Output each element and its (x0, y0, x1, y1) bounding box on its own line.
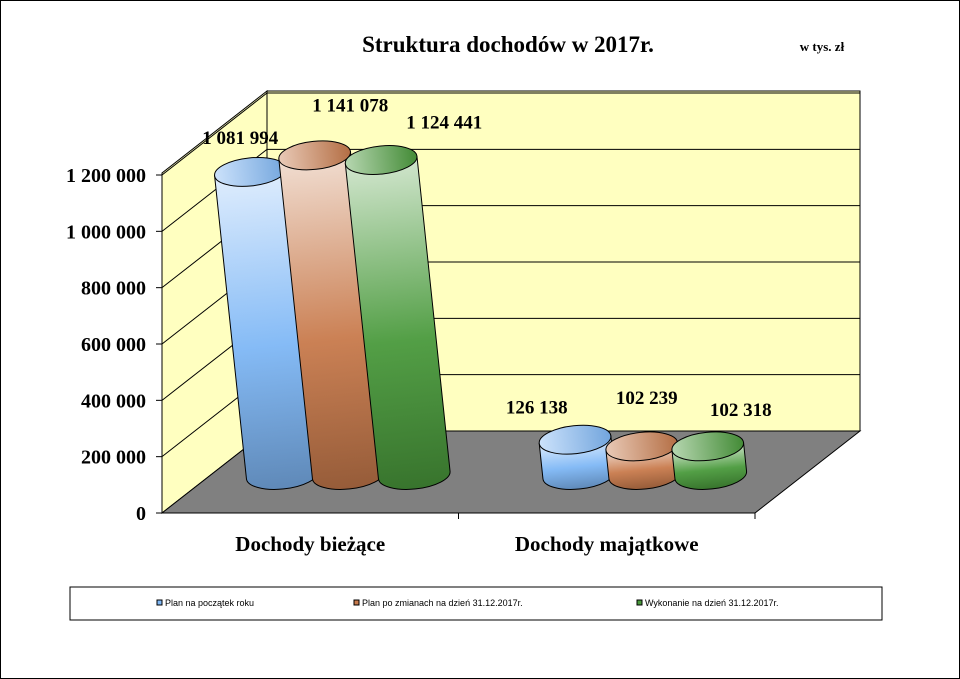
y-tick-label: 600 000 (81, 334, 146, 356)
y-tick-label: 1 000 000 (66, 221, 146, 243)
y-tick-label: 0 (136, 503, 146, 525)
legend-label: Plan po zmianach na dzień 31.12.2017r. (362, 598, 523, 608)
grid-line (161, 148, 860, 232)
cylinder-top (538, 424, 612, 455)
legend-box (69, 586, 883, 621)
y-axis: 0 200 000 400 000 600 000 800 000 1 000 000 1 … (66, 165, 163, 525)
data-label: 126 138 (506, 397, 568, 418)
x-category-label: Dochody bieżące (235, 532, 385, 556)
y-tick-label: 1 200 000 (66, 165, 146, 187)
legend-item: Wykonanie na dzień 31.12.2017r. (636, 598, 779, 608)
cylinder-top (671, 431, 745, 462)
x-category-label: Dochody majątkowe (515, 532, 699, 556)
cylinder-top (344, 145, 418, 175)
y-tick-label: 200 000 (81, 447, 146, 469)
legend-label: Wykonanie na dzień 31.12.2017r. (645, 598, 779, 608)
y-tick-label: 800 000 (81, 278, 146, 300)
cylinder-body (344, 155, 451, 490)
cylinder-bar (605, 431, 682, 490)
legend: Plan na początek roku Plan po zmianach na… (156, 598, 779, 608)
grid-line (161, 92, 860, 176)
unit-note: w tys. zł (800, 39, 845, 54)
y-tick-label: 400 000 (81, 390, 146, 412)
legend-swatch (353, 599, 360, 606)
cylinder-top (278, 140, 351, 171)
cylinder-bar (344, 145, 451, 490)
legend-swatch (156, 599, 163, 606)
data-label: 1 124 441 (406, 112, 482, 133)
data-label: 1 141 078 (312, 96, 388, 117)
cylinder-bar (538, 424, 616, 490)
data-labels: 1 081 994 1 141 078 1 124 441 126 138 102 23… (202, 96, 771, 422)
cylinder-bar (671, 431, 748, 490)
data-label: 1 081 994 (202, 128, 279, 149)
bars (214, 140, 748, 490)
legend-item: Plan po zmianach na dzień 31.12.2017r. (353, 598, 523, 608)
legend-label: Plan na początek roku (165, 598, 254, 608)
legend-swatch (636, 599, 643, 606)
data-label: 102 318 (710, 400, 772, 421)
legend-item: Plan na początek roku (156, 598, 254, 608)
x-axis: Dochody bieżące Dochody majątkowe (162, 512, 756, 556)
data-label: 102 239 (616, 388, 678, 409)
chart-title: Struktura dochodów w 2017r. (362, 32, 654, 57)
